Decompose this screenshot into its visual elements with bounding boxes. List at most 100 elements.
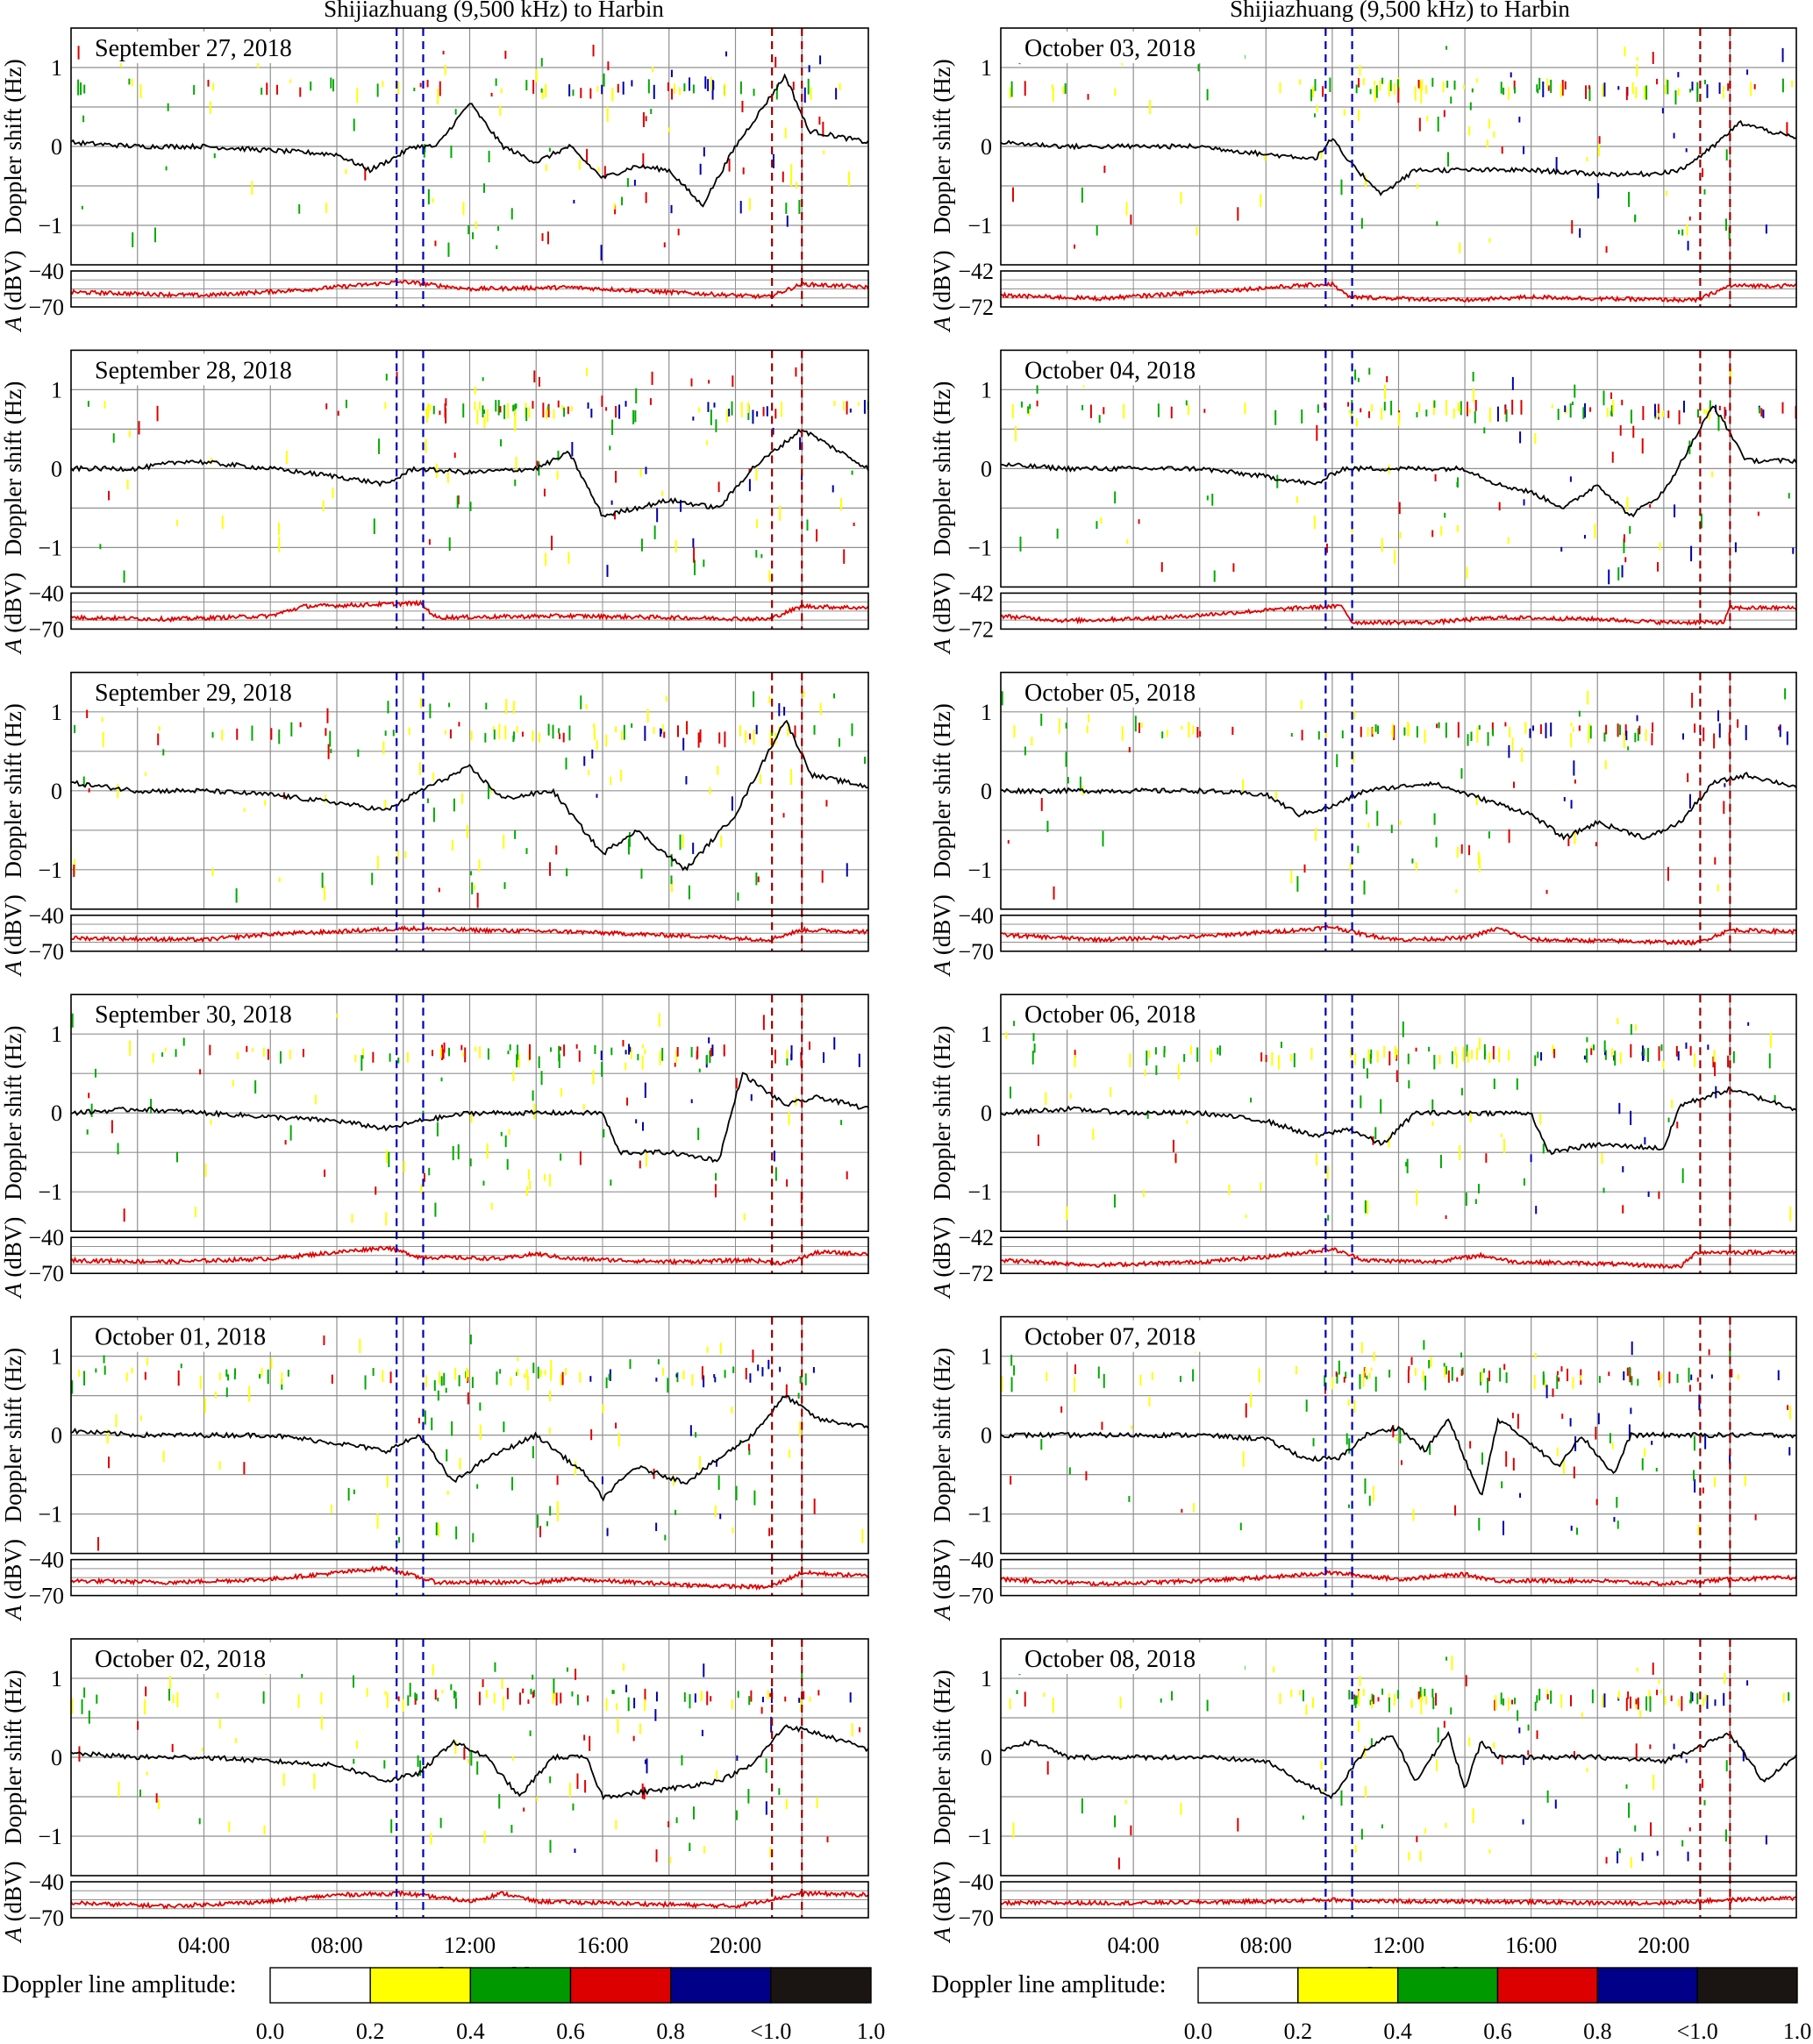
doppler-line	[70, 1724, 869, 1801]
doppler-tick-label: 1	[51, 700, 62, 725]
amp-ylabel-unit: (dBV)	[929, 894, 955, 961]
doppler-tick-label: 0	[981, 456, 992, 481]
doppler-line	[70, 1394, 869, 1502]
doppler-line	[70, 73, 869, 208]
doppler-ylabel: Doppler shift (Hz)	[0, 1670, 26, 1844]
amp-tick-label: −42	[958, 580, 994, 606]
date-label-bg	[1015, 998, 1245, 1030]
doppler-tick-label: 1	[981, 700, 992, 725]
date-label-bg	[85, 353, 315, 386]
x-tick-label: 16:00	[576, 1933, 628, 1958]
doppler-line	[1000, 1417, 1797, 1496]
amp-tick-label: −72	[958, 1261, 994, 1286]
amp-tick-label: −42	[958, 1225, 994, 1250]
legend-tick-label: 0.6	[1483, 2019, 1512, 2044]
doppler-scatter	[1009, 1656, 1790, 1870]
doppler-tick-label: 1	[51, 55, 62, 81]
doppler-ylabel: Doppler shift (Hz)	[0, 703, 26, 878]
amp-tick-label: −40	[28, 1225, 64, 1250]
legend-swatch	[369, 1967, 472, 2004]
amp-tick-label: −70	[958, 1905, 994, 1931]
doppler-tick-label: 1	[51, 377, 62, 402]
amp-ylabel-unit: (dBV)	[929, 1539, 955, 1606]
doppler-frame	[1000, 27, 1797, 266]
amp-ylabel-unit: (dBV)	[0, 1861, 26, 1927]
amp-ylabel-italic: A	[929, 638, 955, 655]
doppler-tick-label: −1	[38, 1502, 62, 1528]
amp-ylabel: A (dBV)	[0, 250, 26, 332]
panel-4: September 30, 2018 1 0 −1 −40 −70 Doppler shif…	[0, 994, 869, 1300]
amplitude-line	[70, 599, 869, 623]
doppler-tick-label: 1	[981, 1344, 992, 1370]
doppler-frame	[1000, 994, 1797, 1232]
panel-12: October 08, 2018 1 0 −1 −40 −70 Doppler shift …	[929, 1638, 1797, 1944]
amp-tick-label: −40	[958, 903, 994, 929]
panel-11: October 07, 2018 1 0 −1 −40 −70 Doppler shift …	[929, 1315, 1797, 1621]
doppler-line	[70, 1072, 869, 1164]
legend-tick-label: 0.6	[556, 2019, 585, 2044]
date-label-bg	[85, 998, 315, 1030]
amp-ylabel: A (dBV)	[0, 894, 26, 977]
date-label: October 01, 2018	[95, 1324, 266, 1351]
doppler-scatter	[71, 1011, 860, 1226]
amp-ylabel-italic: A	[929, 1283, 955, 1300]
doppler-tick-label: 0	[981, 779, 992, 804]
x-tick-label: 20:00	[710, 1933, 761, 1958]
doppler-ylabel: Doppler shift (Hz)	[929, 703, 955, 878]
amp-tick-label: −70	[28, 295, 64, 320]
amplitude-line	[1000, 1570, 1797, 1587]
amp-ylabel: A (dBV)	[929, 894, 955, 977]
amplitude-frame	[70, 1881, 869, 1919]
amp-tick-label: −72	[958, 295, 994, 320]
amplitude-frame	[1000, 1558, 1797, 1597]
amp-tick-label: −42	[958, 259, 994, 284]
doppler-tick-label: 0	[51, 1423, 62, 1449]
date-label: October 03, 2018	[1024, 35, 1196, 62]
amplitude-line	[1000, 281, 1797, 303]
amp-ylabel-unit: (dBV)	[929, 573, 955, 639]
legend-tick-label: <1.0	[750, 2019, 791, 2044]
doppler-tick-label: 0	[981, 134, 992, 160]
x-tick-label: 04:00	[178, 1933, 230, 1958]
doppler-ylabel: Doppler shift (Hz)	[929, 1670, 955, 1844]
legend-swatch	[469, 1967, 572, 2004]
doppler-tick-label: −1	[967, 1502, 992, 1528]
amp-ylabel-italic: A	[929, 960, 955, 977]
amp-ylabel-unit: (dBV)	[929, 1217, 955, 1284]
doppler-tick-label: −1	[38, 1824, 62, 1849]
amp-ylabel: A (dBV)	[0, 1861, 26, 1943]
doppler-tick-label: −1	[38, 535, 62, 560]
amplitude-frame	[70, 915, 869, 952]
x-tick-label: 08:00	[310, 1933, 362, 1958]
doppler-scatter	[1011, 367, 1797, 585]
panel-5: October 01, 2018 1 0 −1 −40 −70 Doppler shift …	[0, 1315, 869, 1621]
doppler-frame	[70, 671, 869, 910]
doppler-tick-label: 0	[981, 1745, 992, 1770]
amp-tick-label: −40	[28, 580, 64, 606]
legend-label: Doppler line amplitude:	[931, 1971, 1167, 1998]
amplitude-line	[70, 925, 869, 944]
amp-ylabel-italic: A	[0, 1283, 26, 1300]
legend-swatch	[1496, 1967, 1599, 2004]
doppler-ylabel: Doppler shift (Hz)	[929, 1025, 955, 1200]
x-tick-label: 16:00	[1505, 1933, 1557, 1958]
panel-1: September 27, 2018 1 0 −1 −40 −70 Doppler shif…	[0, 27, 869, 333]
amp-tick-label: −70	[958, 939, 994, 965]
doppler-tick-label: 1	[981, 1666, 992, 1691]
panel-2: September 28, 2018 1 0 −1 −40 −70 Doppler shif…	[0, 349, 869, 655]
x-tick-label: 04:00	[1108, 1933, 1160, 1958]
doppler-scatter	[87, 367, 869, 583]
amplitude-line	[70, 279, 869, 300]
doppler-ylabel: Doppler shift (Hz)	[0, 1025, 26, 1200]
amp-ylabel: A (dBV)	[0, 1539, 26, 1621]
amplitude-frame	[70, 270, 869, 308]
doppler-scatter	[1001, 688, 1788, 900]
doppler-tick-label: 1	[51, 1344, 62, 1370]
amp-ylabel-italic: A	[0, 317, 26, 333]
amplitude-line	[1000, 603, 1797, 626]
amp-ylabel-unit: (dBV)	[0, 1217, 26, 1284]
doppler-line	[70, 719, 869, 872]
legend-tick-label: 0.8	[656, 2019, 685, 2044]
amp-ylabel: A (dBV)	[929, 250, 955, 332]
